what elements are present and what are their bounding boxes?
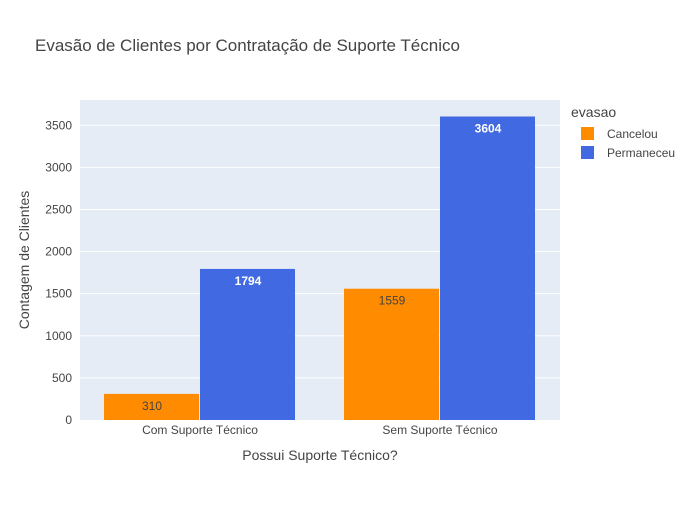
y-tick-label: 1000 [45, 329, 72, 343]
y-tick-label: 500 [52, 371, 72, 385]
bar-value-label: 3604 [475, 122, 502, 136]
bars [104, 116, 535, 421]
bar-labels: 310 1794 1559 3604 [142, 122, 502, 413]
y-tick-label: 0 [65, 413, 72, 427]
bar-value-label: 1794 [235, 274, 262, 288]
bar-cancelou [104, 393, 199, 420]
legend-title: evasao [571, 104, 616, 120]
bar-value-label: 310 [142, 399, 162, 413]
bar-cancelou [344, 288, 439, 420]
bar-permaneceu [200, 268, 295, 420]
y-tick-label: 2000 [45, 245, 72, 259]
y-tick-label: 3000 [45, 160, 72, 174]
legend-swatch-cancelou [581, 127, 594, 140]
x-tick-label: Com Suporte Técnico [142, 423, 258, 437]
x-axis-label: Possui Suporte Técnico? [242, 447, 398, 463]
bar-permaneceu [440, 116, 535, 421]
x-axis-ticks: Com Suporte Técnico Sem Suporte Técnico [142, 423, 498, 437]
legend-label-permaneceu: Permaneceu [607, 146, 675, 160]
chart-title: Evasão de Clientes por Contratação de Su… [35, 36, 460, 55]
y-axis-label: Contagem de Clientes [16, 191, 32, 330]
legend-swatch-permaneceu [581, 146, 594, 159]
legend-items: Cancelou Permaneceu [581, 127, 675, 160]
legend: evasao Cancelou Permaneceu [571, 104, 675, 160]
bar-value-label: 1559 [379, 294, 406, 308]
x-tick-label: Sem Suporte Técnico [382, 423, 497, 437]
y-tick-label: 3500 [45, 118, 72, 132]
y-tick-label: 1500 [45, 287, 72, 301]
legend-label-cancelou: Cancelou [607, 127, 658, 141]
y-tick-label: 2500 [45, 202, 72, 216]
y-axis-ticks: 0 500 1000 1500 2000 2500 3000 3500 [45, 118, 72, 427]
